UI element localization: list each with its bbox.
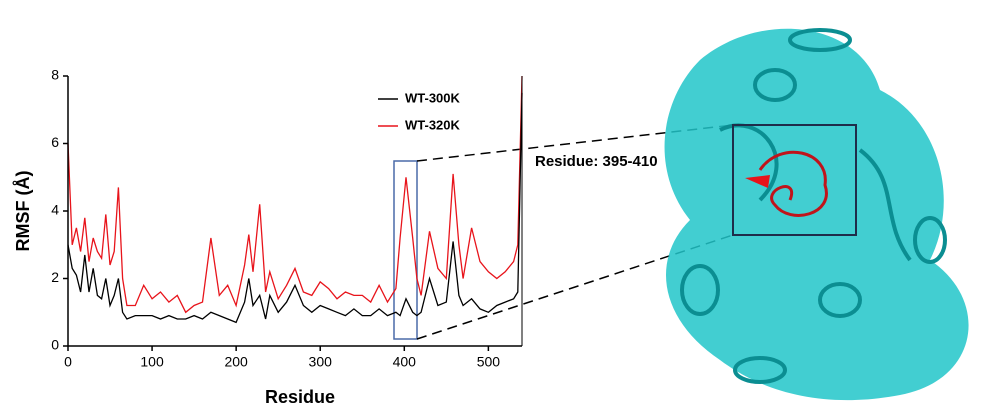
y-axis-title: RMSF (Å) xyxy=(13,171,33,252)
y-tick-label: 4 xyxy=(51,202,59,218)
protein-structure xyxy=(664,28,969,401)
y-tick-label: 6 xyxy=(51,134,59,150)
series-line xyxy=(67,92,523,324)
y-tick-label: 8 xyxy=(51,67,59,83)
x-tick-label: 200 xyxy=(224,354,248,370)
x-axis-title: Residue xyxy=(265,387,335,407)
highlight-box xyxy=(393,160,418,340)
y-tick-label: 2 xyxy=(51,269,59,285)
x-tick-label: 100 xyxy=(140,354,164,370)
y-tick-label: 0 xyxy=(51,337,59,353)
series-line xyxy=(67,75,523,314)
x-tick-label: 400 xyxy=(393,354,417,370)
annotation: Residue: 395-410 xyxy=(535,153,658,170)
x-tick-label: 0 xyxy=(64,354,72,370)
x-tick-label: 300 xyxy=(309,354,333,370)
legend-label: WT-320K xyxy=(405,117,461,132)
x-tick-label: 500 xyxy=(477,354,501,370)
legend-label: WT-300K xyxy=(405,90,461,105)
